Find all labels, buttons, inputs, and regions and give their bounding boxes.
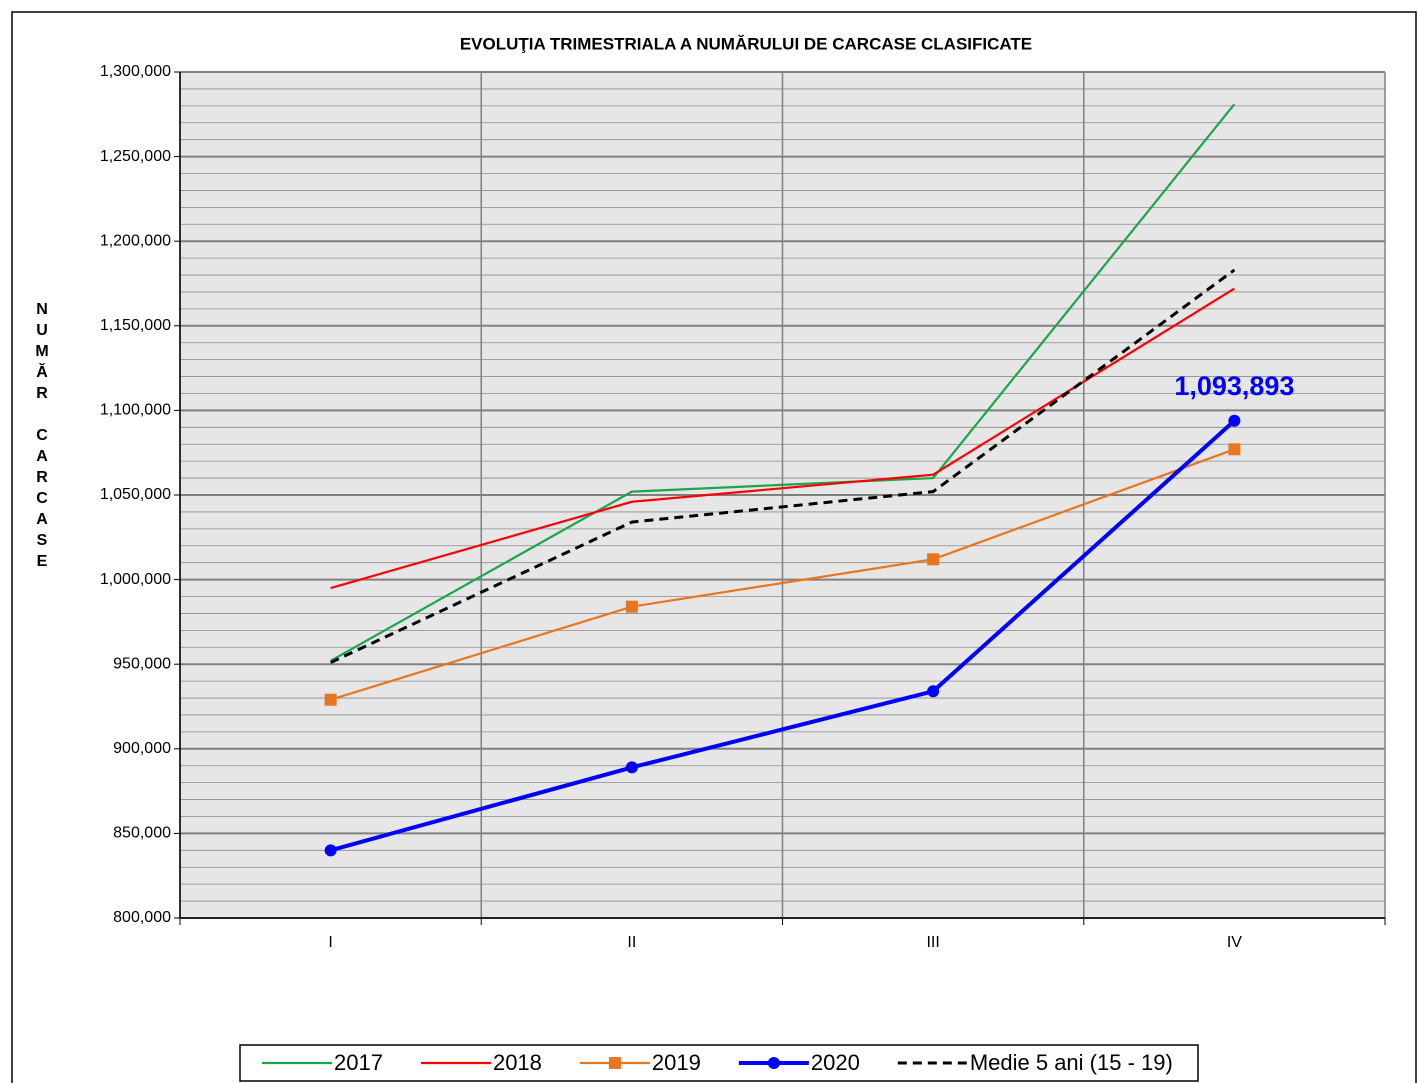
x-tick-label: I [328,934,332,951]
legend-label: 2018 [493,1050,542,1075]
y-tick-label: 850,000 [113,825,171,842]
marker [625,761,638,774]
marker [625,600,638,613]
x-tick-label: IV [1227,934,1242,951]
series-line [330,419,1236,853]
y-tick-label: 1,150,000 [100,317,171,334]
x-tick-label: III [926,934,939,951]
y-tick-label: 900,000 [113,740,171,757]
chart-title: EVOLUŢIA TRIMESTRIALA A NUMĂRULUI DE CAR… [460,34,1032,53]
marker [1228,443,1241,456]
series-line [330,287,1235,590]
y-tick-label: 1,100,000 [100,402,171,419]
x-tick-label: II [627,934,636,951]
legend-marker [767,1057,780,1069]
y-tick-label: 1,000,000 [100,571,171,588]
legend: 2017 2018 2019 2020 Medie 5 ani (15 - 19) [239,1044,1199,1082]
marker [927,553,940,566]
legend-label: Medie 5 ani (15 - 19) [970,1050,1173,1075]
y-tick-label: 800,000 [113,909,171,926]
legend-box [239,1044,1199,1082]
y-tick-label: 1,300,000 [100,63,171,80]
marker [1228,414,1241,427]
legend-marker [608,1057,621,1069]
data-label: 1,093,893 [1174,371,1294,401]
series-line [329,268,1236,664]
series-line [330,103,1236,662]
marker [927,685,940,698]
y-tick-label: 950,000 [113,655,171,672]
marker [324,693,337,706]
y-tick-label: 1,050,000 [100,486,171,503]
y-tick-label: 1,200,000 [100,232,171,249]
series-line [330,448,1235,701]
legend-label: 2017 [334,1050,383,1075]
y-tick-label: 1,250,000 [100,148,171,165]
legend-label: 2020 [811,1050,860,1075]
marker [324,844,337,857]
legend-label: 2019 [652,1050,701,1075]
